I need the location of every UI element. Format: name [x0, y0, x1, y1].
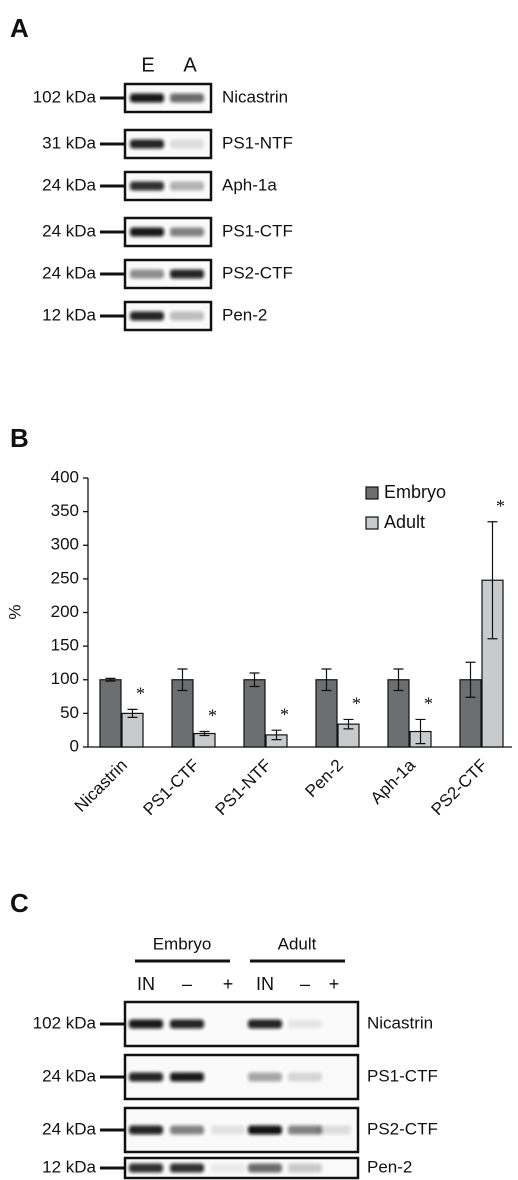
lane-label: –	[182, 974, 192, 994]
size-marker: 24 kDa	[42, 1119, 96, 1138]
size-marker: 12 kDa	[42, 1157, 96, 1176]
significance-mark: *	[136, 683, 145, 703]
significance-mark: *	[496, 496, 505, 516]
bar	[244, 680, 265, 747]
x-tick-label: PS2-CTF	[427, 756, 491, 820]
size-marker: 24 kDa	[42, 1066, 96, 1085]
band	[248, 1073, 282, 1082]
legend-label: Adult	[384, 512, 425, 532]
protein-label: PS1-NTF	[222, 133, 293, 152]
y-tick-label: 400	[51, 467, 79, 486]
lane-label: E	[141, 54, 154, 76]
protein-label: PS1-CTF	[222, 221, 293, 240]
protein-label: Nicastrin	[367, 1013, 433, 1032]
band	[130, 94, 164, 103]
lane-label: IN	[256, 974, 274, 994]
band	[170, 1126, 204, 1135]
band	[170, 1020, 204, 1029]
significance-mark: *	[280, 704, 289, 724]
bar	[100, 680, 121, 747]
size-marker: 24 kDa	[42, 175, 96, 194]
group-label: Adult	[278, 934, 317, 953]
band	[170, 182, 204, 191]
protein-label: PS2-CTF	[367, 1119, 438, 1138]
group-label: Embryo	[153, 934, 212, 953]
band	[130, 270, 164, 279]
x-tick-label: Aph-1a	[367, 755, 420, 808]
panel-label: B	[10, 423, 29, 453]
legend-swatch	[366, 517, 378, 529]
y-tick-label: 0	[70, 736, 79, 755]
band	[288, 1020, 322, 1029]
band	[317, 1126, 351, 1135]
legend-label: Embryo	[384, 482, 446, 502]
band	[170, 228, 204, 237]
protein-label: Pen-2	[367, 1157, 412, 1176]
x-tick-label: PS1-NTF	[211, 756, 275, 820]
figure: A B C E A 102 kDa Nicastrin 31 kDa PS1-NTF 24 …	[0, 0, 518, 1180]
lane-label: +	[329, 974, 340, 994]
band	[248, 1164, 282, 1173]
band	[170, 140, 204, 149]
size-marker: 102 kDa	[33, 1013, 97, 1032]
size-marker: 24 kDa	[42, 263, 96, 282]
band	[211, 1164, 245, 1173]
significance-mark: *	[352, 694, 361, 714]
band	[130, 228, 164, 237]
y-tick-label: 50	[60, 703, 79, 722]
size-marker: 102 kDa	[33, 87, 97, 106]
protein-label: Nicastrin	[222, 87, 288, 106]
band	[288, 1164, 322, 1173]
band	[170, 270, 204, 279]
size-marker: 12 kDa	[42, 305, 96, 324]
band	[129, 1073, 163, 1082]
x-tick-label: PS1-CTF	[139, 756, 203, 820]
band	[130, 182, 164, 191]
y-tick-label: 300	[51, 535, 79, 554]
band	[211, 1126, 245, 1135]
lane-label: A	[183, 54, 197, 76]
band	[129, 1164, 163, 1173]
panel-label: A	[10, 13, 29, 43]
lane-label: +	[223, 974, 234, 994]
band	[170, 312, 204, 321]
lane-label: –	[300, 974, 310, 994]
band	[288, 1126, 322, 1135]
band	[170, 94, 204, 103]
x-tick-label: Pen-2	[301, 756, 347, 802]
legend-swatch	[366, 487, 378, 499]
y-tick-label: 250	[51, 568, 79, 587]
band	[288, 1073, 322, 1082]
y-tick-label: 200	[51, 602, 79, 621]
y-tick-label: 100	[51, 669, 79, 688]
band	[248, 1020, 282, 1029]
y-tick-label: 150	[51, 636, 79, 655]
band	[129, 1126, 163, 1135]
lane-label: IN	[137, 974, 155, 994]
protein-label: Aph-1a	[222, 175, 277, 194]
size-marker: 24 kDa	[42, 221, 96, 240]
y-tick-label: 350	[51, 501, 79, 520]
protein-label: PS1-CTF	[367, 1066, 438, 1085]
band	[129, 1020, 163, 1029]
significance-mark: *	[424, 694, 433, 714]
bar	[122, 713, 143, 747]
band	[170, 1073, 204, 1082]
band	[130, 140, 164, 149]
panel-label: C	[10, 888, 29, 918]
band	[170, 1164, 204, 1173]
y-axis-label: %	[5, 604, 24, 619]
protein-label: Pen-2	[222, 305, 267, 324]
band	[248, 1126, 282, 1135]
band	[130, 312, 164, 321]
significance-mark: *	[208, 706, 217, 726]
x-tick-label: Nicastrin	[71, 756, 131, 816]
size-marker: 31 kDa	[42, 133, 96, 152]
protein-label: PS2-CTF	[222, 263, 293, 282]
